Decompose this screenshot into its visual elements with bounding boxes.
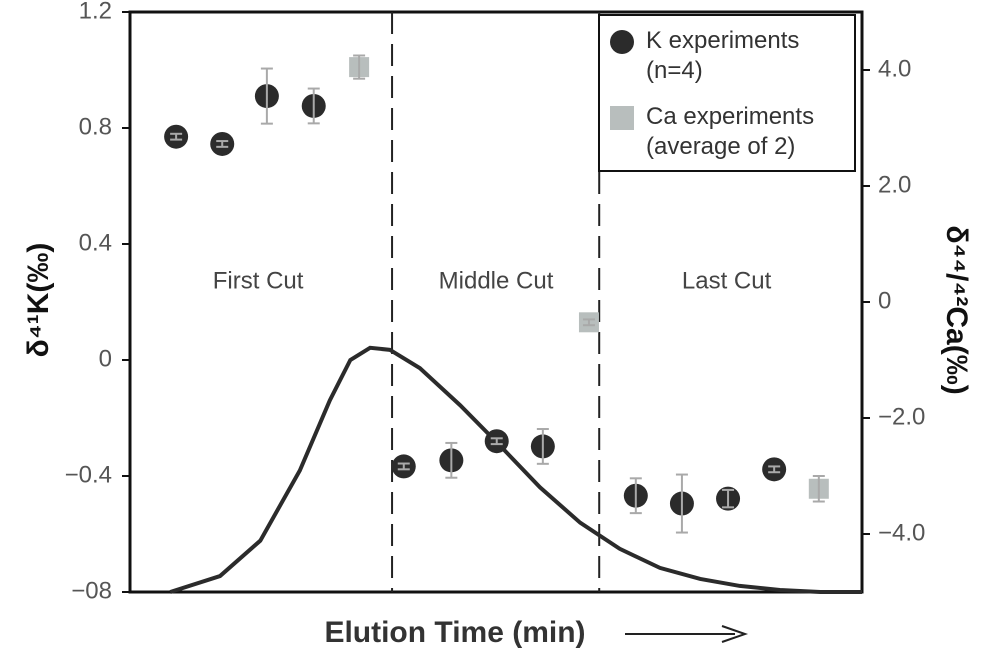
legend-symbol [610,30,634,54]
legend-label: K experiments (n=4) [646,27,800,84]
y2-tick-label: 2.0 [878,171,911,198]
error-bar [629,477,642,515]
plot-area: 1.2 0.8 0.4 0 −0.4 −08 4.0 2.0 0 −2.0 −4.0 First Cu… [65,0,926,604]
region-label: Middle Cut [439,267,554,294]
y2-axis-title: δ⁴⁴/⁴²Ca(‰) [940,225,973,394]
error-bar [675,473,688,534]
error-bar [536,428,549,465]
region-label: First Cut [213,267,304,294]
error-bar [170,132,183,141]
y-tick-label: 1.2 [79,0,112,24]
y-tick-label: −0.4 [65,461,112,488]
error-bar [490,437,503,446]
error-bar [397,462,410,471]
error-bar [722,488,735,509]
error-bar [445,441,458,479]
y-axis-title: δ⁴¹K(‰) [22,243,55,358]
legend: K experiments (n=4) Ca experiments (aver… [598,14,856,172]
error-bar [353,54,366,80]
error-bar [260,67,273,125]
region-label: Last Cut [682,267,772,294]
y2-tick-label: 0 [878,287,891,314]
error-bar [307,87,320,125]
error-bar [768,465,781,474]
y2-tick-label: 4.0 [878,55,911,82]
y-tick-label: 0.8 [79,113,112,140]
error-bar [812,475,825,503]
legend-symbol [610,106,634,130]
x-axis-title: Elution Time (min) [324,616,585,649]
y-tick-label: 0.4 [79,229,112,256]
y-tick-label: −08 [71,577,112,604]
y2-tick-label: −4.0 [878,519,925,546]
legend-label: Ca experiments (average of 2) [646,103,815,160]
elution-curve [169,345,862,594]
y-tick-label: 0 [99,345,112,372]
error-bar [582,318,595,327]
arrow-head [721,625,749,643]
y2-tick-label: −2.0 [878,403,925,430]
error-bar [216,140,229,148]
